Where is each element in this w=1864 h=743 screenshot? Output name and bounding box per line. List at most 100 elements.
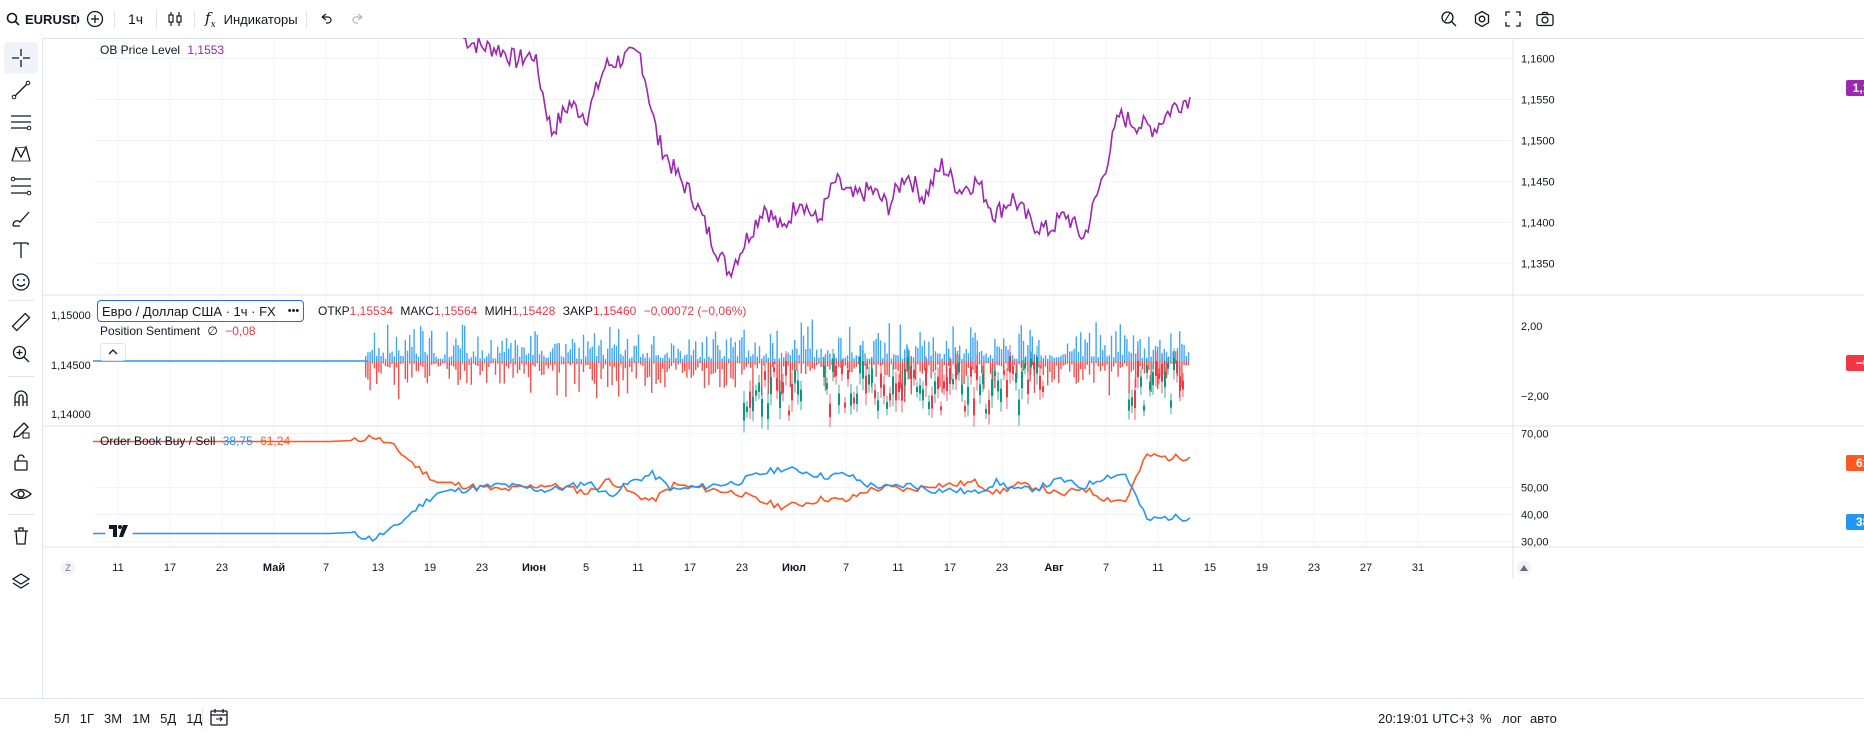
buy-line[interactable] xyxy=(93,466,1191,543)
clock-timezone[interactable]: 20:19:01 UTC+3 xyxy=(1378,711,1474,726)
sentiment-bar-positive xyxy=(580,358,582,361)
chart-canvas[interactable]: 1,1600 1,1550 1,1500 1,1450 1,1400 1,1350 2,00… xyxy=(43,36,1864,698)
ruler-tool[interactable] xyxy=(4,306,38,338)
settings-button[interactable] xyxy=(1473,8,1491,30)
drawing-mode-tool[interactable] xyxy=(4,414,38,446)
range-button-2[interactable]: 3М xyxy=(104,711,123,726)
range-button-4[interactable]: 5Д xyxy=(160,711,177,726)
sentiment-bar-negative xyxy=(802,361,805,364)
fullscreen-button[interactable] xyxy=(1505,8,1521,30)
sentiment-bar-positive xyxy=(413,329,415,361)
indicators-button[interactable]: fx Индикаторы xyxy=(205,8,298,30)
go-to-date-button[interactable] xyxy=(209,707,229,732)
range-button-0[interactable]: 5Л xyxy=(54,711,70,726)
collapse-legend-button[interactable] xyxy=(100,343,126,361)
sell-line[interactable] xyxy=(93,434,1191,511)
sentiment-bar-negative xyxy=(571,361,574,364)
candle-body xyxy=(1149,381,1151,390)
indicator-name: Position Sentiment xyxy=(100,324,201,338)
sentiment-bar-negative xyxy=(1060,361,1062,370)
range-button-1[interactable]: 1Г xyxy=(79,711,95,726)
sentiment-bar-positive xyxy=(1143,348,1146,361)
zoom-reset-button[interactable]: Z xyxy=(61,561,75,575)
fib-tool[interactable] xyxy=(4,170,38,202)
sentiment-bar-negative xyxy=(499,361,501,384)
sentiment-bar-positive xyxy=(860,345,862,361)
range-button-5[interactable]: 1Д xyxy=(186,711,203,726)
settings-corner-button[interactable] xyxy=(1517,561,1531,575)
sentiment-bar-positive xyxy=(822,357,824,361)
sentiment-bar-negative xyxy=(981,361,983,374)
sentiment-bar-negative xyxy=(1113,361,1115,367)
zoom-tool[interactable] xyxy=(4,338,38,370)
sentiment-bar-positive xyxy=(985,353,987,361)
sentiment-bar-negative xyxy=(424,361,426,378)
sentiment-bar-negative xyxy=(1183,361,1185,365)
range-button-3[interactable]: 1М xyxy=(132,711,151,726)
auto-toggle[interactable]: авто xyxy=(1530,711,1557,726)
sentiment-bar-negative xyxy=(567,361,569,364)
trend-line-tool[interactable] xyxy=(4,74,38,106)
sentiment-bar-positive xyxy=(1159,339,1161,361)
pattern-tool[interactable] xyxy=(4,138,38,170)
magnet-tool[interactable] xyxy=(4,382,38,414)
object-tree-tool[interactable] xyxy=(4,566,38,598)
tv-logo-icon xyxy=(109,525,128,537)
visibility-tool[interactable] xyxy=(4,478,38,510)
undo-button[interactable] xyxy=(318,8,334,30)
chart-type-button[interactable] xyxy=(166,8,184,30)
candle-body xyxy=(1015,373,1017,383)
quick-search-button[interactable] xyxy=(1440,8,1458,30)
sentiment-bar-negative xyxy=(923,361,926,371)
log-toggle[interactable]: лог xyxy=(1502,711,1522,726)
text-tool[interactable] xyxy=(4,234,38,266)
brush-tool[interactable] xyxy=(4,202,38,234)
symbol-search[interactable]: EURUSD xyxy=(6,8,80,30)
sentiment-bar-positive xyxy=(607,348,609,361)
sentiment-bar-positive xyxy=(376,355,378,361)
percent-toggle[interactable]: % xyxy=(1480,711,1492,726)
magnet-icon xyxy=(14,390,28,406)
sentiment-bar-positive xyxy=(398,350,400,361)
symbol-title-box[interactable]: Евро / Доллар США · 1ч · FX ••• xyxy=(97,300,305,322)
sentiment-bar-negative xyxy=(967,361,970,368)
sentiment-bar-negative xyxy=(1128,361,1130,394)
sentiment-bar-negative xyxy=(853,361,855,369)
emoji-tool[interactable] xyxy=(4,266,38,298)
chart-area[interactable]: 1,1600 1,1550 1,1500 1,1450 1,1400 1,1350 2,00… xyxy=(43,36,1864,698)
time-axis[interactable]: 11 17 23 Май 7 13 19 23 Июн 5 11 17 23 Июл 7 11 17 23 Авг 7… xyxy=(43,558,1513,576)
time-axis-label: 23 xyxy=(735,562,749,574)
remove-drawings-tool[interactable] xyxy=(4,520,38,552)
more-icon[interactable]: ••• xyxy=(287,305,300,317)
sentiment-bar-positive xyxy=(853,358,855,361)
sentiment-bar-negative xyxy=(1042,361,1044,375)
sentiment-bar-negative xyxy=(706,361,708,368)
sentiment-bar-negative xyxy=(941,361,943,393)
crosshair-tool[interactable] xyxy=(4,42,38,74)
sentiment-bar-positive xyxy=(600,339,602,361)
ob-price-level-line[interactable] xyxy=(462,36,1191,280)
sentiment-bar-negative xyxy=(829,361,831,370)
candle-body xyxy=(1176,360,1178,374)
sentiment-bar-positive xyxy=(615,345,618,361)
sentiment-bar-negative xyxy=(1000,361,1003,367)
sentiment-bar-positive xyxy=(532,354,534,361)
compare-button[interactable] xyxy=(86,8,104,30)
redo-button[interactable] xyxy=(350,8,366,30)
lock-tool[interactable] xyxy=(4,446,38,478)
candle-body xyxy=(1128,399,1130,411)
horizontal-lines-tool[interactable] xyxy=(4,106,38,138)
candle-body xyxy=(952,379,954,385)
sentiment-bar-negative xyxy=(552,361,554,371)
tradingview-logo[interactable] xyxy=(105,520,133,542)
sentiment-bar-negative xyxy=(404,361,406,380)
sentiment-bar-positive xyxy=(923,340,926,361)
sentiment-bar-negative xyxy=(538,361,541,372)
screenshot-button[interactable] xyxy=(1536,8,1554,30)
sentiment-bar-positive xyxy=(499,352,501,361)
sentiment-bar-negative xyxy=(437,361,439,367)
sentiment-bar-positive xyxy=(1117,351,1119,361)
interval-button[interactable]: 1ч xyxy=(128,8,143,30)
sentiment-bar-negative xyxy=(690,361,692,378)
sentiment-bar-positive xyxy=(987,357,989,361)
